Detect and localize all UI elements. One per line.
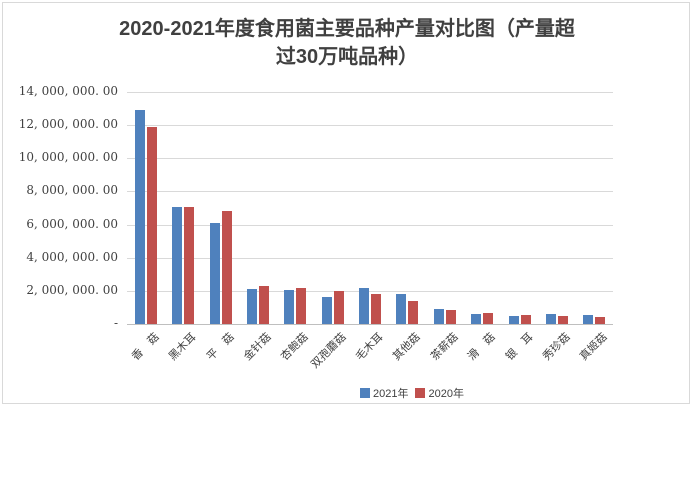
bar-2020年-8 — [445, 310, 456, 324]
bar-2020年-5 — [333, 291, 344, 324]
bar-2020年-3 — [258, 286, 269, 324]
y-axis-tick-label: 8, 000, 000. 00 — [26, 183, 118, 198]
bar-2021年-2 — [209, 223, 220, 324]
bar-2021年-8 — [433, 309, 444, 324]
y-axis-tick-label: 10, 000, 000. 00 — [18, 150, 118, 165]
bar-2021年-5 — [321, 297, 332, 324]
y-axis-tick-label: - — [113, 316, 118, 330]
bar-2020年-7 — [408, 301, 419, 324]
chart-title-line1: 2020-2021年度食用菌主要品种产量对比图（产量超 — [119, 18, 575, 40]
legend-swatch-2020年 — [415, 388, 426, 398]
bar-2020年-10 — [520, 315, 531, 324]
bar-2021年-6 — [359, 288, 369, 324]
legend-item-2021年: 2021年 — [360, 385, 408, 401]
bar-2020年-2 — [221, 211, 232, 324]
gridline — [127, 290, 613, 292]
legend-item-2020年: 2020年 — [415, 385, 464, 401]
y-axis-tick-label: 4, 000, 000. 00 — [26, 249, 118, 264]
chart-title: 2020-2021年度食用菌主要品种产量对比图（产量超 过30万吨品种） — [40, 15, 654, 71]
bar-2021年-9 — [471, 314, 482, 324]
y-axis-tick-label: 2, 000, 000. 00 — [26, 282, 118, 297]
bar-2021年-12 — [583, 315, 594, 324]
chart-frame — [2, 2, 690, 404]
bar-2021年-4 — [284, 290, 295, 324]
legend-label-2020年: 2020年 — [428, 388, 464, 400]
bar-2021年-10 — [508, 316, 519, 324]
y-axis-tick-label: 6, 000, 000. 00 — [26, 216, 118, 231]
gridline — [127, 125, 613, 127]
bar-2020年-4 — [296, 288, 307, 324]
gridline — [127, 92, 613, 93]
legend: 2021年 2020年 — [360, 385, 464, 401]
gridline — [127, 257, 613, 259]
y-axis-tick-label: 14, 000, 000. 00 — [18, 84, 118, 98]
bar-2020年-0 — [146, 127, 157, 324]
legend-swatch-2021年 — [360, 388, 370, 398]
bar-2020年-12 — [595, 317, 606, 324]
bar-2021年-1 — [172, 207, 183, 324]
bar-2021年-11 — [545, 314, 556, 324]
chart-title-line2: 过30万吨品种） — [275, 46, 419, 68]
bar-2020年-9 — [483, 313, 494, 324]
bar-2021年-3 — [246, 289, 257, 324]
gridline — [127, 191, 613, 193]
bar-2021年-7 — [396, 294, 407, 324]
x-axis-line — [127, 324, 613, 325]
y-axis-tick-label: 12, 000, 000. 00 — [18, 117, 118, 132]
bar-2021年-0 — [134, 110, 145, 324]
legend-label-2021年: 2021年 — [373, 388, 409, 400]
bar-2020年-6 — [371, 294, 381, 324]
bar-2020年-1 — [184, 207, 195, 324]
gridline — [127, 158, 613, 160]
bar-2020年-11 — [557, 316, 568, 324]
gridline — [127, 224, 613, 226]
